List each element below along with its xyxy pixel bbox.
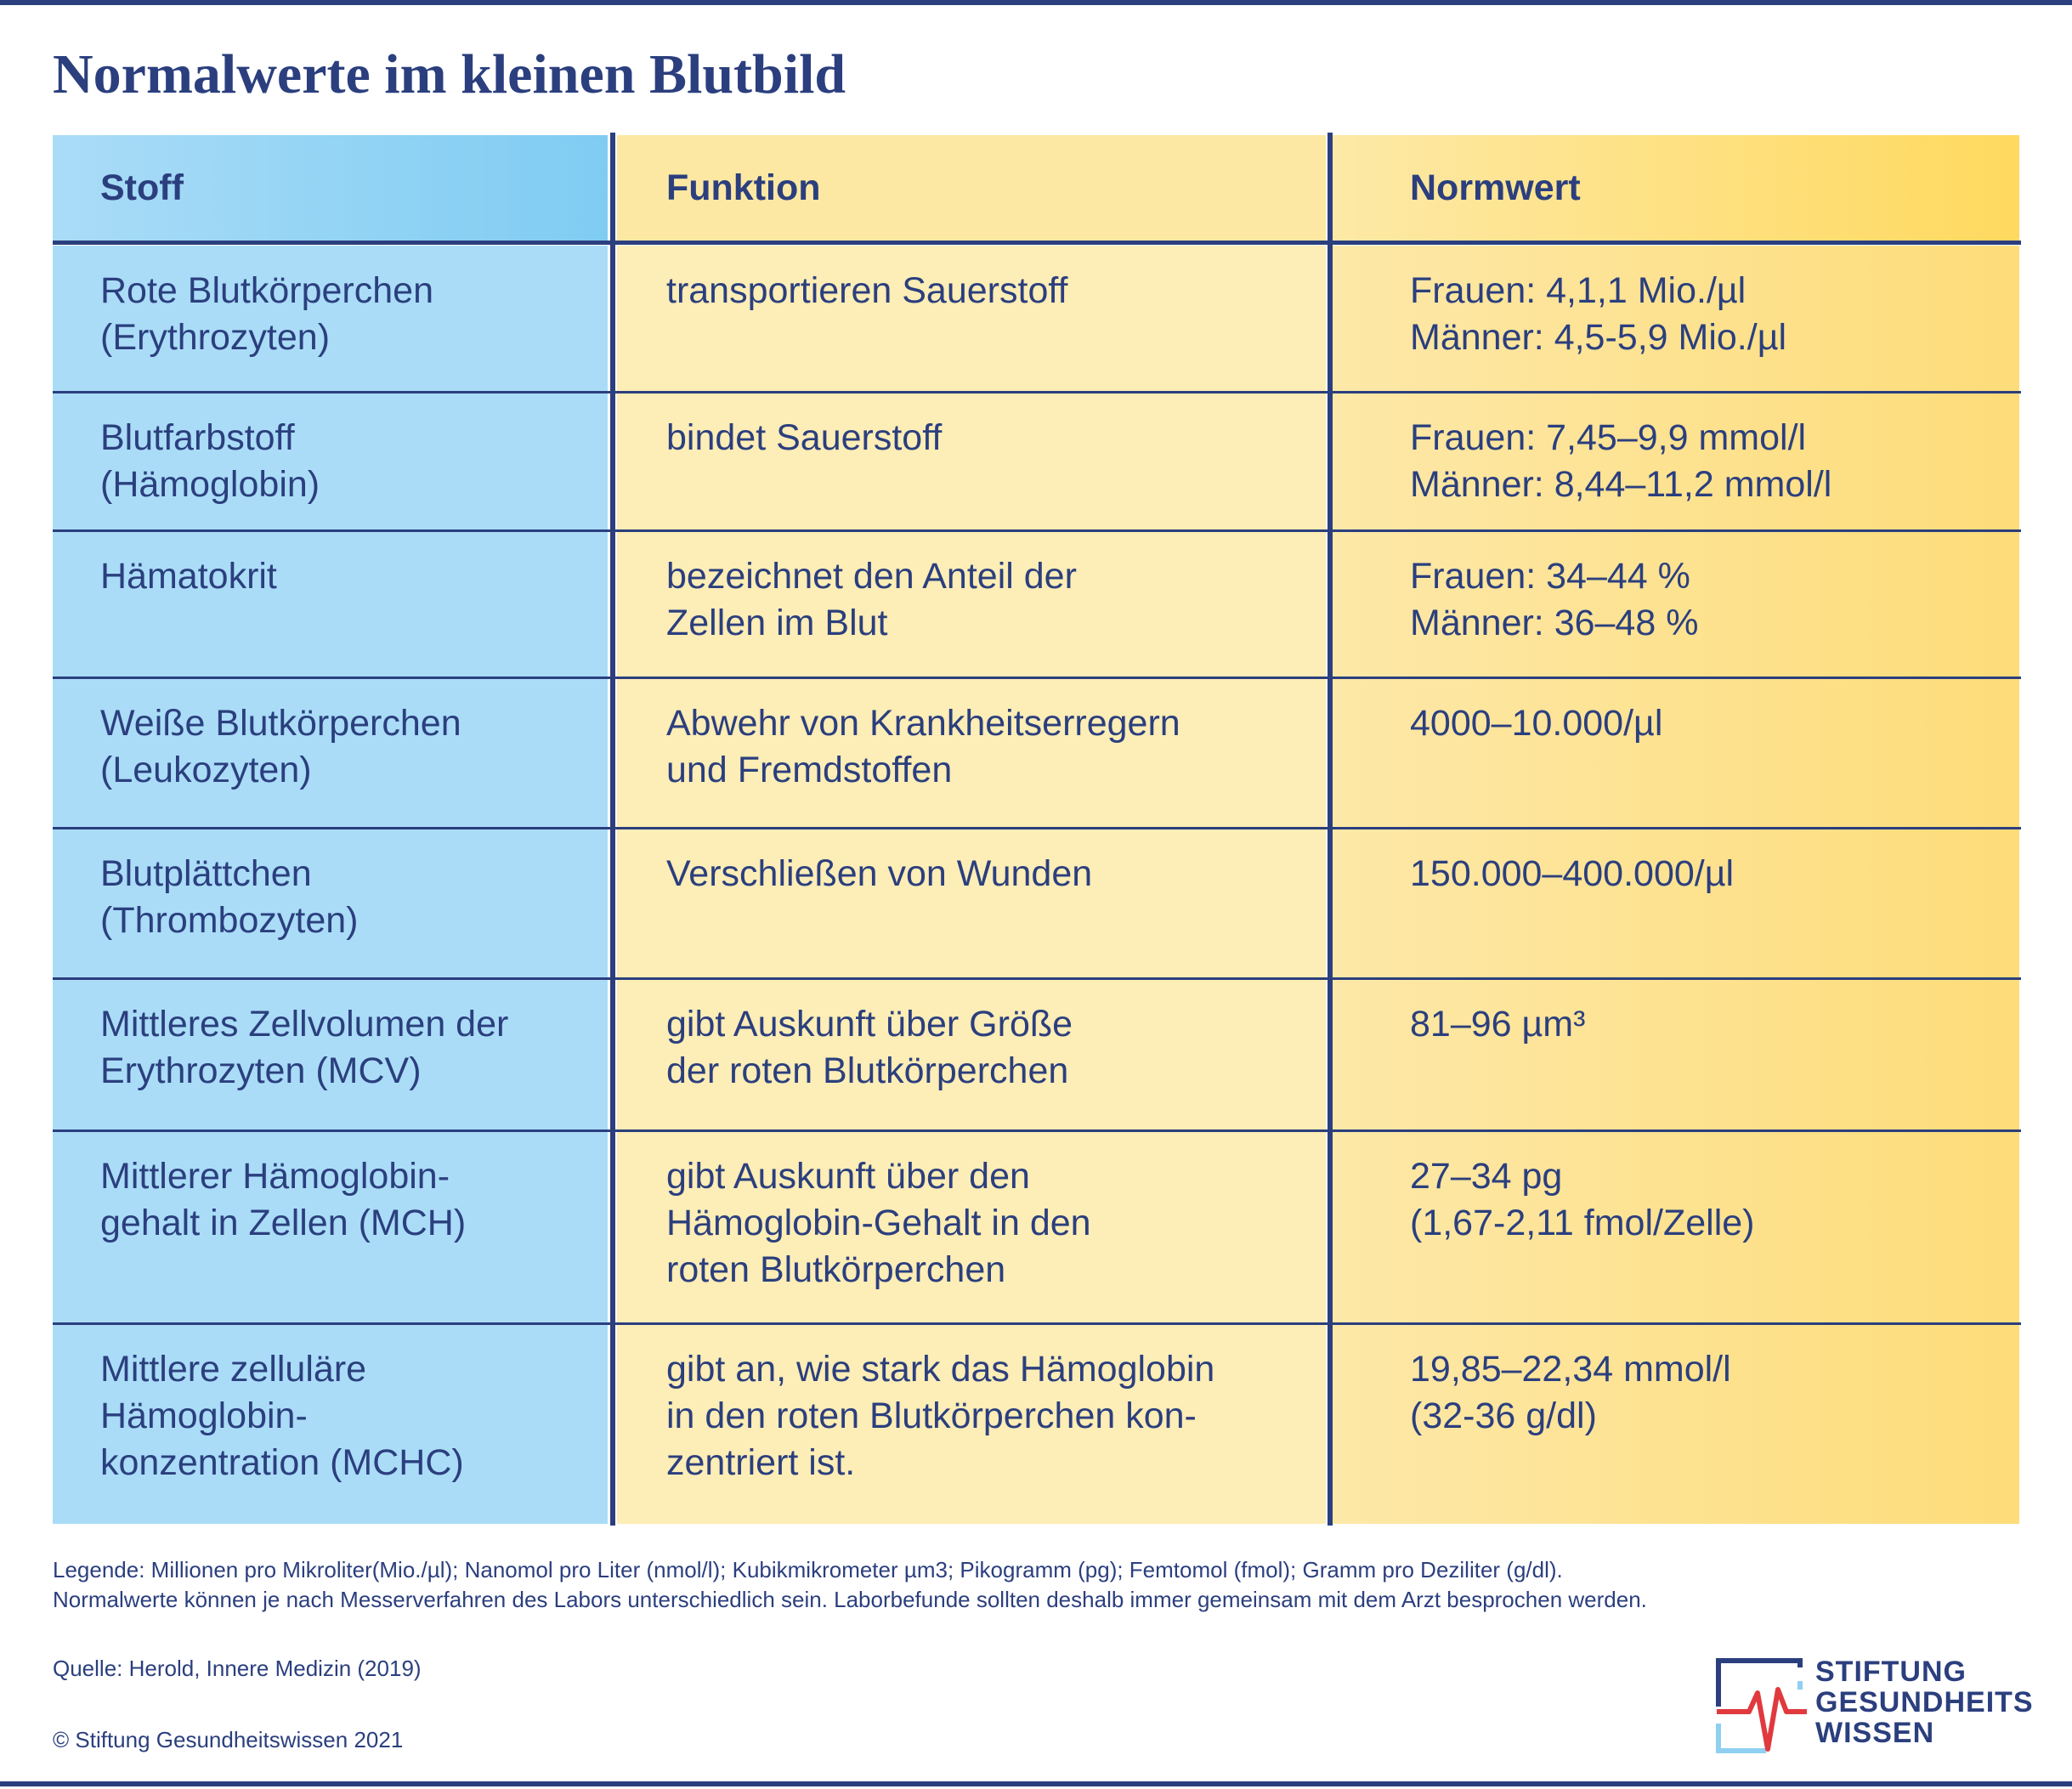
cell-line: 4000–10.000/µl [1410,703,1663,744]
header-cell: Stoff [100,167,184,208]
cell-line: (1,67-2,11 fmol/Zelle) [1410,1203,1755,1243]
cell-line: Weiße Blutkörperchen [100,703,461,744]
cell-line: zentriert ist. [666,1442,856,1483]
rule [53,241,2021,245]
cell-line: Männer: 4,5-5,9 Mio./µl [1410,317,1787,358]
legend: Legende: Millionen pro Mikroliter(Mio./µ… [53,1555,1647,1615]
cell-line: Hämatokrit [100,556,277,597]
cell-line: konzentration (MCHC) [100,1442,464,1483]
cell-line: gibt Auskunft über Größe [666,1004,1073,1045]
cell-line: Blutplättchen [100,853,312,894]
table-cell: 19,85–22,34 mmol/l (32-36 g/dl) [1410,1346,1731,1440]
source: Quelle: Herold, Innere Medizin (2019) [53,1656,422,1681]
table-cell: Mittlere zelluläre Hämoglobin-konzentrati… [100,1346,464,1486]
column-background [53,135,608,241]
table-cell: Weiße Blutkörperchen (Leukozyten) [100,700,461,794]
cell-line: (Leukozyten) [100,750,312,790]
cell-line: bezeichnet den Anteil der [666,556,1077,597]
cell-line: Hämoglobin- [100,1396,308,1436]
cell-line: gibt Auskunft über den [666,1156,1030,1197]
legend-line: Legende: Millionen pro Mikroliter(Mio./µ… [53,1557,1563,1582]
top-rule [0,0,2072,5]
table-cell: Frauen: 7,45–9,9 mmol/l Männer: 8,44–11,2… [1410,415,1831,508]
table-cell: Frauen: 4,1,1 Mio./µl Männer: 4,5-5,9 Mio… [1410,268,1786,361]
cell-line: roten Blutkörperchen [666,1249,1006,1290]
table-cell: gibt Auskunft über Größe der roten Blutkö… [666,1001,1073,1095]
cell-line: bindet Sauerstoff [666,417,943,458]
rule [53,977,2021,980]
rule [53,529,2021,532]
table-cell: 150.000–400.000/µl [1410,851,1734,897]
rule [53,1129,2021,1132]
cell-line: Hämoglobin-Gehalt in den [666,1203,1091,1243]
copyright: © Stiftung Gesundheitswissen 2021 [53,1727,404,1752]
cell-line: transportieren Sauerstoff [666,270,1068,311]
column-background [53,246,608,1524]
legend-line: Normalwerte können je nach Messerverfahr… [53,1587,1647,1612]
cell-line: Frauen: 34–44 % [1410,556,1690,597]
cell-line: Rote Blutkörperchen [100,270,433,311]
cell-line: Verschließen von Wunden [666,853,1093,894]
logo-text: GESUNDHEITS [1815,1686,2034,1718]
table-cell: Frauen: 34–44 % Männer: 36–48 % [1410,553,1698,647]
column-background [1332,246,2019,1524]
table-cell: Rote Blutkörperchen (Erythrozyten) [100,268,433,361]
cell-line: (Thrombozyten) [100,900,359,941]
rule [53,677,2021,679]
logo-icon [1716,1658,1807,1753]
header-cell: Funktion [666,167,821,208]
cell-line: und Fremdstoffen [666,750,953,790]
logo-text: STIFTUNG [1815,1656,1967,1688]
cell-line: (Hämoglobin) [100,464,320,505]
cell-line: der roten Blutkörperchen [666,1050,1069,1091]
table-cell: gibt Auskunft über den Hämoglobin-Gehalt … [666,1153,1091,1294]
rule [53,827,2021,829]
cell-line: Männer: 36–48 % [1410,603,1699,643]
cell-line: gibt an, wie stark das Hämoglobin [666,1349,1215,1390]
table-cell: Mittlerer Hämoglobin-gehalt in Zellen (M… [100,1153,466,1247]
rule [53,1322,2021,1325]
column-background [617,246,1326,1524]
cell-line: Erythrozyten (MCV) [100,1050,422,1091]
table-cell: gibt an, wie stark das Hämoglobin in den … [666,1346,1214,1486]
cell-line: Frauen: 7,45–9,9 mmol/l [1410,417,1807,458]
table-cell: Blutplättchen (Thrombozyten) [100,851,358,944]
column-background [1332,135,2019,241]
cell-line: 19,85–22,34 mmol/l [1410,1349,1731,1390]
bottom-rule [0,1781,2072,1786]
cell-line: 81–96 µm³ [1410,1004,1586,1045]
table-cell: 4000–10.000/µl [1410,700,1662,747]
logo-text: WISSEN [1815,1717,1935,1749]
cell-line: Blutfarbstoff [100,417,295,458]
header-cell: Normwert [1410,167,1581,208]
cell-line: Zellen im Blut [666,603,888,643]
cell-line: Abwehr von Krankheitserregern [666,703,1180,744]
cell-line: 27–34 pg [1410,1156,1563,1197]
table-cell: Blutfarbstoff (Hämoglobin) [100,415,320,508]
cell-line: in den roten Blutkörperchen kon- [666,1396,1197,1436]
table-cell: Verschließen von Wunden [666,851,1092,897]
rule [53,391,2021,393]
cell-line: gehalt in Zellen (MCH) [100,1203,467,1243]
table-cell: bezeichnet den Anteil der Zellen im Blut [666,553,1077,647]
cell-line: (32-36 g/dl) [1410,1396,1597,1436]
cell-line: Frauen: 4,1,1 Mio./µl [1410,270,1746,311]
cell-line: (Erythrozyten) [100,317,331,358]
column-background [617,135,1326,241]
cell-line: Mittlere zelluläre [100,1349,367,1390]
table-cell: transportieren Sauerstoff [666,268,1067,314]
table-cell: bindet Sauerstoff [666,415,942,461]
cell-line: Mittleres Zellvolumen der [100,1004,509,1045]
table-cell: Abwehr von Krankheitserregern und Fremdst… [666,700,1180,794]
table-cell: Mittleres Zellvolumen der Erythrozyten (M… [100,1001,508,1095]
cell-line: 150.000–400.000/µl [1410,853,1735,894]
table-cell: 27–34 pg (1,67-2,11 fmol/Zelle) [1410,1153,1754,1247]
title: Normalwerte im kleinen Blutbild [53,43,846,105]
table-cell: Hämatokrit [100,553,277,600]
cell-line: Mittlerer Hämoglobin- [100,1156,450,1197]
cell-line: Männer: 8,44–11,2 mmol/l [1410,464,1832,505]
table-cell: 81–96 µm³ [1410,1001,1585,1048]
